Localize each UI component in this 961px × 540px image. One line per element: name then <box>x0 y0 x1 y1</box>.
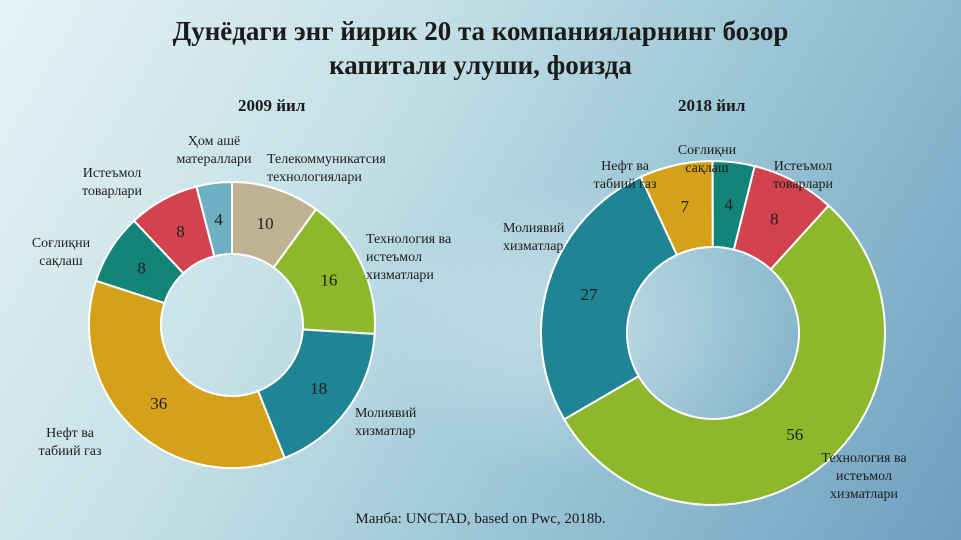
category-label-2018-4: Соғлиқни сақлаш <box>678 143 737 176</box>
slice-2018-2 <box>540 175 679 421</box>
chart-title: Дунёдаги энг йирик 20 та компанияларнинг… <box>0 14 961 82</box>
source-note: Манба: UNCTAD, based on Pwc, 2018b. <box>355 511 606 527</box>
value-label-2018-4: 4 <box>724 195 733 214</box>
category-label-2009-5: Истеъмол товарлари <box>82 166 143 199</box>
donut-2018: 8 56 27 7 4 Истеъмол товарлари Технология ва ист… <box>503 143 907 506</box>
slice-2009-3 <box>88 279 286 469</box>
chart-2009-title: 2009 йил <box>238 96 306 115</box>
value-label-2018-3: 7 <box>681 197 690 216</box>
value-label-2018-0: 8 <box>770 209 779 228</box>
slice-2009-6 <box>195 180 233 258</box>
slice-2009-2 <box>256 328 376 460</box>
value-label-2009-5: 8 <box>176 222 185 241</box>
category-label-2018-1: Технология ва истеъмол хизматлари <box>821 451 907 502</box>
category-label-2009-1: Технология ва истеъмол хизматлари <box>366 232 452 283</box>
value-label-2018-1: 56 <box>786 425 803 444</box>
value-label-2009-3: 36 <box>150 394 167 413</box>
value-label-2009-1: 16 <box>320 270 337 289</box>
chart-2018-title: 2018 йил <box>678 96 746 115</box>
category-label-2018-0: Истеъмол товарлари <box>773 159 834 192</box>
donut-2009: 10 16 18 36 8 8 4 Телекоммуникатсия технологияла… <box>32 134 452 469</box>
value-label-2009-4: 8 <box>137 259 146 278</box>
chart-title-line-1: Дунёдаги энг йирик 20 та компанияларнинг… <box>172 16 789 46</box>
value-label-2009-6: 4 <box>214 210 223 229</box>
category-label-2009-3: Нефт ва табиий газ <box>38 426 102 459</box>
slice-2018-4 <box>711 159 756 251</box>
category-label-2009-0: Телекоммуникатсия технологиялари <box>267 152 386 185</box>
category-label-2009-6: Ҳом ашё матераллари <box>177 134 252 167</box>
slice-2018-1 <box>562 204 886 506</box>
value-label-2009-2: 18 <box>310 379 327 398</box>
category-label-2009-2: Молиявий хизматлар <box>355 406 417 439</box>
chart-title-line-2: капитали улуши, фоизда <box>329 50 632 80</box>
category-label-2018-3: Нефт ва табиий газ <box>593 159 657 192</box>
value-label-2009-0: 10 <box>257 214 274 233</box>
value-label-2018-2: 27 <box>581 285 599 304</box>
category-label-2009-4: Соғлиқни сақлаш <box>32 236 91 269</box>
category-label-2018-2: Молиявий хизматлар <box>503 221 565 254</box>
